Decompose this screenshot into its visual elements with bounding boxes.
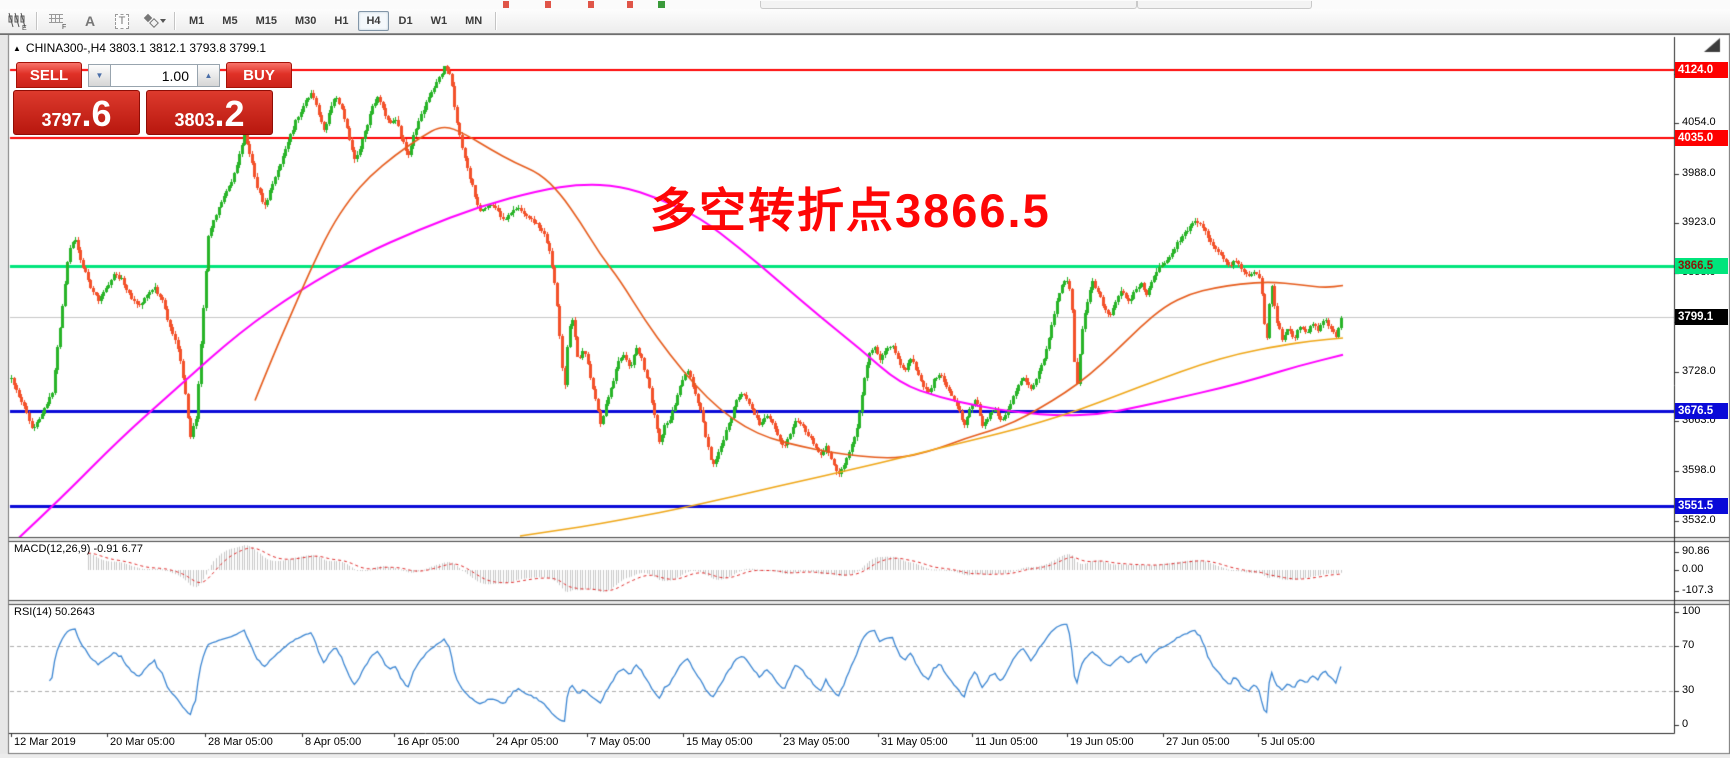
- toolbar-separator: [174, 12, 176, 30]
- chart-header: ▲ CHINA300-,H4 3803.1 3812.1 3793.8 3799.…: [13, 41, 266, 55]
- sell-price-frac: .6: [81, 93, 112, 134]
- rsi-axis-label: 30: [1682, 684, 1695, 697]
- price-tick-label: 3923.0: [1682, 216, 1716, 229]
- clipped-icon-fragment: [627, 1, 633, 8]
- clipped-icon-fragment: [503, 1, 509, 8]
- time-axis-label: 28 Mar 05:00: [208, 736, 273, 748]
- toolbar-separator: [495, 12, 498, 30]
- rsi-axis-label: 100: [1682, 605, 1701, 617]
- timeframe-toolbar: M1 M5 M15 M30 H1 H4 D1 W1 MN: [180, 11, 491, 31]
- sell-price-panel[interactable]: 3797 .6: [13, 90, 140, 135]
- clipped-icon-fragment: [588, 1, 594, 8]
- tf-button-h1[interactable]: H1: [334, 15, 349, 27]
- clipped-icon-fragment: [658, 1, 665, 8]
- toolbar-overflow-strip: [0, 0, 1730, 9]
- svg-text:E: E: [22, 25, 27, 30]
- price-tick-label: 4054.0: [1682, 116, 1716, 129]
- macd-axis-label: 0.00: [1682, 563, 1704, 575]
- arrange-objects-icon[interactable]: [140, 10, 168, 32]
- macd-indicator-label: MACD(12,26,9) -0.91 6.77: [14, 543, 144, 555]
- crosshair-cursor-icon[interactable]: A: [84, 13, 96, 29]
- tf-button-m1[interactable]: M1: [189, 15, 205, 27]
- tf-button-h4[interactable]: H4: [358, 11, 389, 31]
- text-object-icon[interactable]: T: [108, 10, 136, 32]
- price-badge: 3676.5: [1675, 402, 1728, 419]
- clipped-toolbar-box: [1137, 1, 1312, 9]
- time-axis-label: 15 May 05:00: [686, 736, 753, 748]
- time-axis-label: 27 Jun 05:00: [1166, 736, 1230, 748]
- time-axis-label: 12 Mar 2019: [14, 736, 76, 748]
- time-axis-label: 31 May 05:00: [881, 736, 948, 748]
- price-tick-label: 3988.0: [1682, 166, 1716, 179]
- tf-button-m30[interactable]: M30: [294, 15, 317, 27]
- rsi-axis-label: 70: [1682, 638, 1695, 651]
- volume-input[interactable]: [110, 64, 198, 87]
- clipped-icon-fragment: [545, 1, 551, 8]
- tf-button-d1[interactable]: D1: [398, 15, 413, 27]
- time-axis-label: 8 Apr 05:00: [305, 736, 362, 748]
- time-axis-label: 20 Mar 05:00: [110, 736, 175, 748]
- time-axis-label: 23 May 05:00: [783, 736, 850, 748]
- price-badge: 3799.1: [1675, 309, 1728, 326]
- macd-axis-label: -107.3: [1682, 584, 1714, 597]
- price-badge: 4124.0: [1675, 61, 1728, 78]
- buy-price-panel[interactable]: 3803 .2: [146, 90, 273, 135]
- time-axis-label: 19 Jun 05:00: [1070, 736, 1134, 748]
- sell-price-int: 3797: [41, 110, 82, 130]
- collapse-arrow-icon[interactable]: ▲: [13, 44, 21, 53]
- rsi-indicator-label: RSI(14) 50.2643: [14, 606, 95, 618]
- clipped-toolbar-box: [760, 1, 1137, 9]
- buy-price-frac: .2: [214, 93, 245, 134]
- volume-decrease-button[interactable]: ▼: [88, 64, 110, 87]
- chart-annotation-text: 多空转折点3866.5: [650, 184, 1051, 237]
- grid-icon[interactable]: F: [44, 10, 72, 32]
- one-click-trading-panel: SELL ▼ ▲ BUY 3797 .6 3803 .2: [13, 60, 295, 136]
- toolbar-separator: [36, 12, 38, 30]
- price-tick-label: 3532.0: [1682, 513, 1716, 526]
- price-tick-label: 3598.0: [1682, 463, 1716, 476]
- charts-tile-icon[interactable]: E: [2, 10, 30, 32]
- time-axis-label: 7 May 05:00: [590, 736, 651, 748]
- price-tick-label: 3728.0: [1682, 364, 1716, 377]
- tf-button-m5[interactable]: M5: [222, 15, 238, 27]
- price-badge: 3551.5: [1675, 497, 1728, 514]
- tf-button-w1[interactable]: W1: [430, 15, 448, 27]
- time-axis-label: 16 Apr 05:00: [397, 736, 460, 748]
- price-badge: 3866.5: [1675, 258, 1728, 275]
- sell-button[interactable]: SELL: [16, 62, 82, 88]
- volume-increase-button[interactable]: ▲: [198, 64, 220, 87]
- buy-button[interactable]: BUY: [226, 62, 292, 88]
- time-axis-label: 24 Apr 05:00: [496, 736, 559, 748]
- price-badge: 4035.0: [1675, 129, 1728, 146]
- svg-text:F: F: [62, 24, 66, 30]
- tf-button-mn[interactable]: MN: [465, 15, 483, 27]
- buy-price-int: 3803: [174, 110, 215, 130]
- tf-button-m15[interactable]: M15: [255, 15, 277, 27]
- symbol-ohlc-text: CHINA300-,H4 3803.1 3812.1 3793.8 3799.1: [25, 41, 267, 55]
- macd-axis-label: 90.86: [1682, 544, 1710, 557]
- main-toolbar: E F A T M1 M5 M15 M30 H1 H4 D1 W1 MN: [0, 9, 1730, 34]
- time-axis-label: 11 Jun 05:00: [975, 736, 1038, 748]
- rsi-axis-label: 0: [1682, 718, 1689, 730]
- time-axis-label: 5 Jul 05:00: [1261, 736, 1315, 748]
